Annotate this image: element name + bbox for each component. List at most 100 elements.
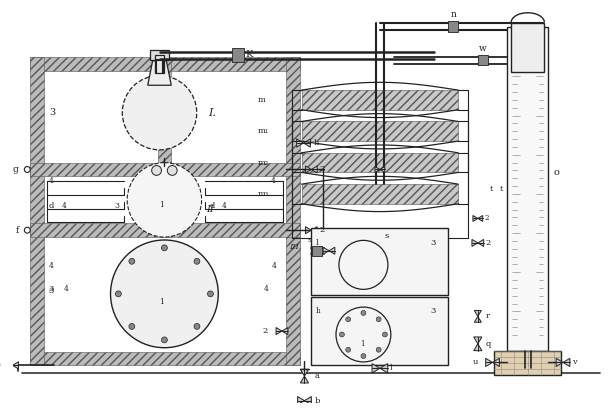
Polygon shape [473,215,478,222]
Text: 4: 4 [62,202,67,210]
Polygon shape [276,328,282,335]
Bar [30,57,299,71]
Text: 2: 2 [486,239,491,247]
Circle shape [162,337,167,343]
Bar [478,55,488,65]
Text: m₂: m₂ [258,159,269,166]
Text: n: n [450,10,457,19]
Text: 4: 4 [49,262,54,271]
Circle shape [129,324,135,329]
Text: II: II [206,205,214,214]
Text: I.: I. [209,108,217,118]
Polygon shape [380,364,388,373]
Polygon shape [329,247,335,254]
Text: l: l [316,239,319,247]
Circle shape [129,258,135,264]
Circle shape [116,291,121,297]
Circle shape [111,240,218,348]
Text: s: s [385,232,389,240]
Circle shape [339,240,388,289]
Text: 4: 4 [222,202,227,210]
Text: u: u [472,358,478,366]
Text: v: v [572,358,577,366]
Text: r: r [486,313,490,320]
Circle shape [122,75,196,150]
Bar [155,55,165,73]
Bar [302,153,458,173]
Polygon shape [478,239,483,246]
Circle shape [24,166,30,173]
Text: g: g [13,165,18,174]
Polygon shape [13,362,18,369]
Bar [494,350,561,375]
Circle shape [376,347,381,352]
Bar [511,22,545,71]
Bar [302,90,458,110]
Polygon shape [312,166,317,173]
Text: 3: 3 [431,308,436,315]
Text: 3: 3 [49,285,54,293]
Text: b: b [314,397,319,405]
Text: 3: 3 [49,287,54,295]
Text: h: h [313,139,319,147]
Text: e: e [0,361,1,369]
Text: 2: 2 [319,226,324,234]
Polygon shape [563,358,570,366]
Bar [286,57,299,365]
Bar [30,352,299,365]
Polygon shape [282,328,288,335]
Circle shape [194,324,200,329]
Bar [232,48,244,62]
Polygon shape [323,247,329,254]
Text: 4: 4 [272,262,277,271]
Text: 4: 4 [64,285,69,293]
Polygon shape [304,397,312,405]
Circle shape [162,245,167,251]
Polygon shape [305,227,312,234]
Text: m₁: m₁ [258,127,269,135]
Text: K: K [245,50,253,60]
Text: a: a [314,372,319,380]
Text: o: o [553,169,559,177]
Text: m₃: m₃ [258,190,269,198]
Polygon shape [147,61,171,85]
Polygon shape [300,369,308,376]
Text: m: m [258,96,266,104]
Text: l₁: l₁ [316,308,322,315]
Bar [150,50,170,60]
Text: 2: 2 [485,215,489,222]
Circle shape [167,166,177,175]
Text: 2: 2 [319,166,324,173]
Text: l: l [390,364,392,372]
Bar [30,163,299,176]
Text: w: w [479,44,487,53]
Polygon shape [372,364,380,373]
Bar [312,297,449,365]
Text: 4: 4 [49,177,54,185]
Text: t: t [499,185,502,193]
Circle shape [361,310,366,315]
Bar [30,223,299,237]
Text: q: q [486,340,491,348]
Bar [449,20,458,32]
Polygon shape [472,239,478,246]
Polygon shape [7,362,13,369]
Bar [312,246,322,256]
Text: t: t [490,185,493,193]
Circle shape [376,317,381,322]
Polygon shape [474,316,482,322]
Polygon shape [375,166,380,173]
Text: d: d [209,202,215,210]
Circle shape [207,291,214,297]
Text: 4: 4 [264,285,269,293]
Text: f: f [15,226,18,235]
Text: 3: 3 [431,239,436,247]
Text: 1: 1 [160,201,165,209]
Text: 1: 1 [160,298,165,306]
Bar [312,228,449,295]
Polygon shape [478,215,483,222]
Polygon shape [297,139,304,147]
Text: III.: III. [289,243,301,251]
Bar [302,184,458,204]
Bar [302,122,458,141]
